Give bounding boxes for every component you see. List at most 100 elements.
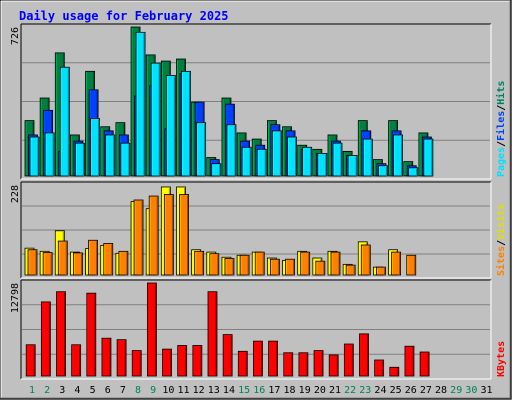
bar-pages-16 xyxy=(256,148,267,177)
bar-sites-1 xyxy=(27,249,38,276)
bar-sites-7 xyxy=(118,250,129,276)
legend-entry: Hits xyxy=(495,81,507,105)
bar-pages-8 xyxy=(135,31,146,177)
bar-sites-12 xyxy=(194,250,205,276)
legend-entry: / xyxy=(496,240,507,246)
panel-legend: Sites/Visits xyxy=(495,204,507,276)
x-tick-label: 18 xyxy=(284,385,296,396)
x-tick-label: 11 xyxy=(177,385,189,396)
bar-kbytes-7 xyxy=(116,339,127,377)
panel-legend: KBytes xyxy=(496,341,507,377)
bar-kbytes-26 xyxy=(404,345,415,377)
x-tick-label: 19 xyxy=(299,385,311,396)
bar-kbytes-18 xyxy=(283,352,294,377)
bar-kbytes-6 xyxy=(101,337,112,377)
bar-kbytes-1 xyxy=(25,344,36,377)
x-tick-label: 9 xyxy=(150,385,156,396)
x-tick-label: 23 xyxy=(359,385,371,396)
x-tick-label: 27 xyxy=(420,385,432,396)
x-tick-label: 3 xyxy=(59,385,65,396)
bar-kbytes-13 xyxy=(207,291,218,377)
panel-visits: 228 Sites/Visits xyxy=(10,181,507,279)
x-tick-label: 1 xyxy=(29,385,35,396)
bar-kbytes-27 xyxy=(419,351,430,377)
bar-pages-10 xyxy=(165,75,176,177)
x-tick-label: 10 xyxy=(162,385,174,396)
bar-sites-19 xyxy=(300,251,311,276)
bar-pages-23 xyxy=(362,138,373,177)
bar-pages-13 xyxy=(211,163,222,177)
bar-sites-24 xyxy=(376,266,386,276)
bar-sites-3 xyxy=(57,240,68,276)
bar-pages-25 xyxy=(393,134,404,177)
bar-kbytes-16 xyxy=(253,340,263,377)
bar-sites-16 xyxy=(254,251,265,276)
bar-pages-6 xyxy=(105,134,116,177)
legend-entry: / xyxy=(496,105,507,111)
panel-legend: Pages/Files/Hits xyxy=(495,81,507,177)
bar-pages-11 xyxy=(181,70,191,177)
x-tick-label: 16 xyxy=(253,385,265,396)
bar-pages-27 xyxy=(423,138,434,177)
bar-kbytes-24 xyxy=(374,359,385,377)
bar-sites-26 xyxy=(406,254,417,276)
bar-sites-11 xyxy=(179,194,189,276)
bar-pages-12 xyxy=(196,122,207,177)
bar-sites-8 xyxy=(133,199,144,276)
bar-pages-15 xyxy=(241,146,252,177)
bar-kbytes-15 xyxy=(237,350,248,377)
bar-pages-1 xyxy=(29,136,40,177)
bar-kbytes-17 xyxy=(268,340,279,377)
bar-pages-24 xyxy=(378,165,388,177)
x-tick-label: 21 xyxy=(329,385,341,396)
bar-kbytes-22 xyxy=(343,343,354,377)
x-tick-label: 24 xyxy=(374,385,386,396)
bar-pages-3 xyxy=(59,66,70,177)
bar-sites-25 xyxy=(391,251,402,276)
bar-sites-14 xyxy=(224,258,235,276)
bar-sites-9 xyxy=(148,195,159,276)
bar-kbytes-10 xyxy=(162,348,172,377)
bar-kbytes-3 xyxy=(56,291,66,377)
bar-sites-21 xyxy=(330,251,341,276)
panel-kbytes: 12798 KBytes xyxy=(10,279,507,380)
bar-kbytes-11 xyxy=(177,345,188,377)
x-tick-label: 7 xyxy=(120,385,126,396)
x-tick-label: 29 xyxy=(450,385,462,396)
bar-pages-18 xyxy=(287,136,297,177)
bar-sites-2 xyxy=(42,252,53,276)
bar-kbytes-21 xyxy=(328,354,339,377)
x-tick-label: 15 xyxy=(238,385,250,396)
x-tick-label: 4 xyxy=(74,385,80,396)
bar-kbytes-4 xyxy=(71,344,82,377)
bar-sites-6 xyxy=(103,243,114,276)
bar-pages-7 xyxy=(120,142,131,177)
x-tick-label: 30 xyxy=(465,385,477,396)
y-max-label: 228 xyxy=(10,185,21,203)
legend-entry: Visits xyxy=(495,204,507,240)
bar-sites-20 xyxy=(315,260,326,276)
y-max-label: 726 xyxy=(10,27,21,45)
bar-pages-21 xyxy=(332,142,343,177)
legend-entry: KBytes xyxy=(496,341,507,377)
x-tick-label: 14 xyxy=(223,385,235,396)
x-axis-labels: 1 2 3 4 5 6 7 8 9 10 11 12 13 14 15 16 17 18 19 20 21 22 23 24 2… xyxy=(29,385,493,396)
bar-pages-17 xyxy=(271,130,282,177)
bar-pages-2 xyxy=(44,132,55,177)
bar-sites-17 xyxy=(269,258,280,276)
bar-kbytes-12 xyxy=(192,345,203,377)
x-tick-label: 5 xyxy=(90,385,96,396)
bar-kbytes-5 xyxy=(86,292,97,377)
bar-kbytes-8 xyxy=(131,350,142,377)
bar-sites-15 xyxy=(239,254,250,276)
bar-kbytes-14 xyxy=(222,334,233,377)
bar-kbytes-23 xyxy=(359,333,369,377)
bar-pages-14 xyxy=(226,124,237,177)
bar-kbytes-19 xyxy=(298,352,309,377)
x-tick-label: 26 xyxy=(405,385,417,396)
bar-pages-19 xyxy=(302,146,313,177)
bar-pages-20 xyxy=(317,153,328,177)
bar-sites-13 xyxy=(209,253,220,276)
series-sites xyxy=(27,194,417,276)
